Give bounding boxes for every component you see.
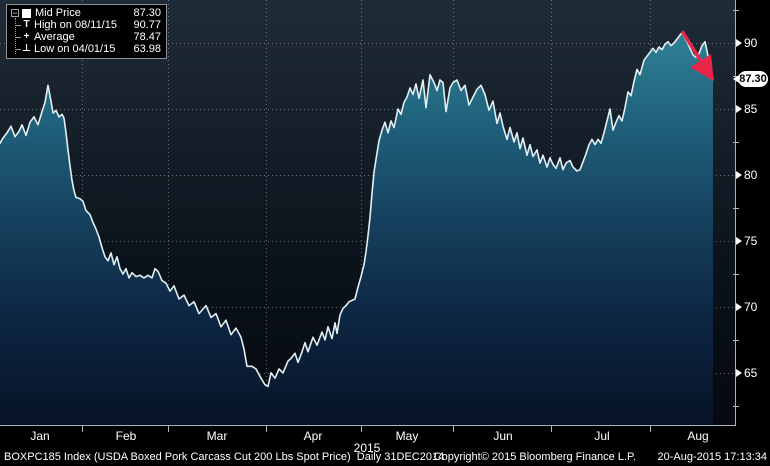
x-axis-tick <box>361 426 362 432</box>
legend-value: 63.98 <box>133 43 161 55</box>
legend-label: High on 08/11/15 <box>34 19 117 31</box>
legend-value: 78.47 <box>133 31 161 43</box>
x-axis-year-label: 2015 <box>353 441 381 455</box>
tree-stub <box>16 36 21 38</box>
mid-price-swatch-icon <box>22 8 31 18</box>
x-axis-month-label: Jan <box>30 429 50 443</box>
x-axis-tick <box>453 426 454 432</box>
plot-area[interactable]: − Mid Price 87.30 T High on 08/11/15 90.… <box>0 0 736 426</box>
legend-row-average[interactable]: + Average 78.47 <box>11 31 161 43</box>
y-axis: 87.30 90 85 80 75 70 65 <box>733 0 770 426</box>
tree-stub <box>16 24 21 26</box>
x-axis-tick <box>551 426 552 432</box>
legend-label: Low on 04/01/15 <box>34 43 116 55</box>
low-marker-icon: ⊥ <box>21 43 32 54</box>
y-tick-icon <box>736 39 742 48</box>
x-axis-month-label: May <box>395 429 419 443</box>
y-minor-tick <box>733 142 739 143</box>
y-minor-tick <box>733 405 739 407</box>
last-price-badge: 87.30 <box>733 70 768 87</box>
area-fill <box>0 32 713 426</box>
copyright-text: Copyright© 2015 Bloomberg Finance L.P. <box>433 451 636 463</box>
x-axis-tick <box>168 426 169 432</box>
legend-row-low[interactable]: ⊥ Low on 04/01/15 63.98 <box>11 43 161 55</box>
x-axis-tick <box>82 426 83 432</box>
x-axis-month-label: Jul <box>594 429 610 443</box>
y-tick-icon <box>736 368 742 377</box>
y-axis-label: 75 <box>736 234 757 248</box>
legend-label: Average <box>34 31 75 43</box>
x-axis-month-label: Aug <box>687 429 709 443</box>
y-tick-icon <box>736 170 742 179</box>
y-axis-label: 90 <box>736 36 757 50</box>
collapse-icon[interactable]: − <box>11 8 19 18</box>
decline-arrow <box>680 30 714 82</box>
legend-value: 90.77 <box>133 19 161 31</box>
footer-bar: BOXPC185 Index (USDA Boxed Pork Carcass … <box>0 451 770 466</box>
price-area-chart <box>0 0 736 426</box>
y-minor-tick <box>733 273 739 275</box>
price-line <box>0 32 714 388</box>
legend-box[interactable]: − Mid Price 87.30 T High on 08/11/15 90.… <box>6 4 167 59</box>
x-axis-tick <box>266 426 267 432</box>
security-title: BOXPC185 Index (USDA Boxed Pork Carcass … <box>4 451 445 463</box>
y-axis-label: 70 <box>736 300 757 314</box>
y-minor-tick <box>733 339 739 341</box>
y-minor-tick <box>733 10 739 12</box>
high-marker-icon: T <box>23 19 30 30</box>
y-tick-icon <box>736 302 742 311</box>
legend-value: 87.30 <box>133 7 161 19</box>
y-axis-label: 85 <box>736 102 757 116</box>
x-axis-month-label: Jun <box>493 429 513 443</box>
x-axis-month-label: Mar <box>206 429 228 443</box>
x-axis: 2015 Jan Feb Mar Apr May Jun Jul Aug <box>0 426 770 466</box>
y-tick-icon <box>736 105 742 113</box>
tree-stub <box>16 48 21 50</box>
legend-row-high[interactable]: T High on 08/11/15 90.77 <box>11 19 161 31</box>
y-tick-icon <box>736 236 742 245</box>
y-axis-label: 80 <box>736 168 757 182</box>
y-minor-tick <box>733 207 739 209</box>
x-axis-month-label: Apr <box>303 429 323 443</box>
legend-label: Mid Price <box>35 7 81 19</box>
average-marker-icon: + <box>23 31 30 42</box>
x-axis-tick <box>650 426 651 432</box>
timestamp: 20-Aug-2015 17:13:34 <box>657 451 767 463</box>
y-axis-label: 65 <box>736 366 757 380</box>
x-axis-month-label: Feb <box>115 429 137 443</box>
legend-row-mid-price[interactable]: − Mid Price 87.30 <box>11 7 161 19</box>
legend-tree-connector <box>15 18 17 54</box>
